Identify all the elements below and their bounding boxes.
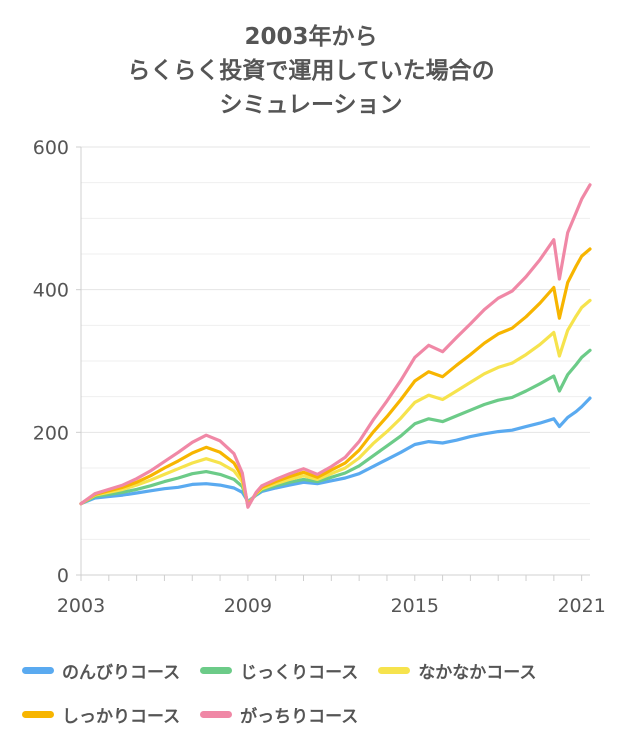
- legend-item-gatchiri[interactable]: がっちりコース: [200, 702, 358, 727]
- series-line-3: [79, 247, 592, 508]
- x-tick-label-0: 2003: [57, 595, 105, 617]
- legend-item-jikkuri[interactable]: じっくりコース: [200, 658, 358, 683]
- legend-swatch-nakanaka: [378, 666, 411, 674]
- x-tick-label-3: 2021: [557, 595, 605, 617]
- series-line-1: [79, 348, 592, 506]
- chart-title: 2003年から らくらく投資で運用していた場合の シミュレーション: [0, 20, 622, 122]
- legend-item-nakanaka[interactable]: なかなかコース: [378, 658, 536, 683]
- legend-label-nonbiri: のんびりコース: [62, 662, 181, 683]
- chart-title-line-2: らくらく投資で運用していた場合の: [127, 58, 495, 84]
- legend-row-1: のんびりコース じっくりコース なかなかコース: [22, 648, 612, 692]
- legend-swatch-gatchiri: [200, 710, 233, 718]
- series-line-0: [79, 396, 592, 506]
- series-line-4: [79, 183, 592, 509]
- legend-row-2: しっかりコース がっちりコース: [22, 692, 612, 736]
- chart-title-line-1: 2003年から: [244, 24, 378, 50]
- legend-label-nakanaka: なかなかコース: [418, 662, 537, 683]
- y-tick-label-2: 400: [33, 280, 69, 302]
- legend-label-gatchiri: がっちりコース: [240, 706, 359, 727]
- chart-title-line-3: シミュレーション: [219, 92, 403, 118]
- chart-legend: のんびりコース じっくりコース なかなかコース しっかりコース がっちりコース: [22, 648, 612, 736]
- legend-swatch-jikkuri: [200, 666, 233, 674]
- line-chart: 0 200 400 600 2003 2009 2015 2021: [33, 137, 606, 617]
- x-tick-label-2: 2015: [391, 595, 439, 617]
- y-tick-label-3: 600: [33, 137, 69, 159]
- legend-swatch-nonbiri: [22, 666, 54, 674]
- y-tick-label-1: 200: [33, 422, 69, 444]
- x-tick-label-1: 2009: [224, 595, 272, 617]
- legend-item-nonbiri[interactable]: のんびりコース: [22, 658, 180, 683]
- legend-label-shikkari: しっかりコース: [62, 706, 181, 727]
- series-line-2: [79, 298, 592, 506]
- y-tick-label-0: 0: [57, 565, 69, 587]
- legend-swatch-shikkari: [22, 710, 54, 718]
- legend-label-jikkuri: じっくりコース: [240, 662, 359, 683]
- legend-item-shikkari[interactable]: しっかりコース: [22, 702, 180, 727]
